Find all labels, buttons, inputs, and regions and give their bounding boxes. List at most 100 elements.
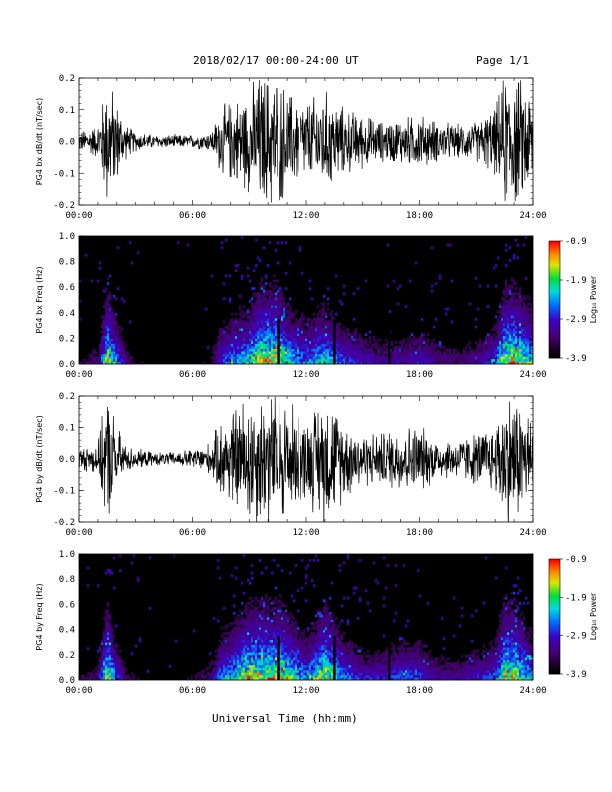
spectrogram-cell xyxy=(289,353,292,357)
spectrogram-cell xyxy=(213,662,216,666)
spectrogram-cell xyxy=(295,624,298,628)
spectrogram-cell xyxy=(495,328,498,332)
spectrogram-cell xyxy=(281,614,284,618)
spectrogram-cell xyxy=(275,649,278,653)
spectrogram-cell xyxy=(511,348,514,352)
spectrogram-cell xyxy=(265,330,268,334)
spectrogram-cell xyxy=(253,672,256,676)
spectrogram-cell xyxy=(311,642,314,646)
spectrogram-cell xyxy=(221,664,224,668)
spectrogram-cell xyxy=(323,340,326,344)
spectrogram-cell xyxy=(273,317,276,321)
spectrogram-cell xyxy=(229,348,232,352)
spectrogram-cell xyxy=(267,672,270,676)
spectrogram-cell xyxy=(223,335,226,339)
spectrogram-cell xyxy=(275,662,278,666)
spectrogram-cell xyxy=(269,647,272,651)
spectrogram-cell xyxy=(501,353,504,357)
spectrogram-cell xyxy=(95,677,98,681)
spectrogram-cell xyxy=(265,282,268,285)
spectrogram-cell xyxy=(483,351,486,355)
spectrogram-cell xyxy=(293,662,296,666)
spectrogram-cell xyxy=(275,340,278,344)
spectrogram-cell xyxy=(451,356,454,360)
spectrogram-cell xyxy=(265,300,268,303)
spectrogram-cell xyxy=(263,637,266,640)
spectrogram-cell xyxy=(313,351,316,355)
spectrogram-cell xyxy=(279,312,282,316)
spectrogram-cell xyxy=(519,358,522,362)
spectrogram-cell xyxy=(103,328,106,332)
spectrogram-cell xyxy=(269,297,272,301)
spectrogram-cell xyxy=(283,310,286,314)
spectrogram-cell xyxy=(215,343,218,347)
spectrogram-cell xyxy=(263,361,266,365)
spectrogram-cell xyxy=(269,328,272,332)
spectrogram-cell xyxy=(265,320,268,324)
spectrogram-cell xyxy=(275,657,278,661)
colorbar-segment xyxy=(549,280,560,283)
spectrogram-cell xyxy=(303,333,306,337)
spectrogram-cell xyxy=(105,325,108,329)
spectrogram-cell xyxy=(515,315,518,319)
spectrogram-cell xyxy=(109,323,112,326)
spectrogram-cell xyxy=(245,346,248,349)
spectrogram-cell xyxy=(315,343,318,347)
spectrogram-cell xyxy=(303,664,306,668)
spectrogram-cell xyxy=(531,343,534,347)
spectrogram-cell xyxy=(317,323,320,326)
spectrogram-cell xyxy=(231,340,234,344)
spectrogram-cell xyxy=(245,619,248,623)
spectrogram-cell xyxy=(281,617,284,620)
spectrogram-cell xyxy=(321,310,324,314)
spectrogram-cell xyxy=(495,343,498,347)
spectrogram-cell xyxy=(513,351,516,355)
spectrogram-cell xyxy=(105,611,108,615)
spectrogram-cell xyxy=(471,353,474,357)
spectrogram-cell xyxy=(245,310,248,314)
spectrogram-cell xyxy=(117,335,120,339)
spectrogram-cell xyxy=(257,335,260,339)
spectrogram-cell xyxy=(383,351,386,355)
spectrogram-cell xyxy=(97,664,100,668)
spectrogram-cell xyxy=(417,351,420,355)
spectrogram-cell xyxy=(349,356,352,360)
spectrogram-cell xyxy=(523,305,526,308)
spectrogram-cell xyxy=(107,604,110,608)
spectrogram-cell xyxy=(529,356,532,360)
spectrogram-cell xyxy=(285,333,288,337)
spectrogram-cell xyxy=(489,335,492,339)
spectrogram-cell xyxy=(255,361,258,365)
spectrogram-cell xyxy=(311,664,314,668)
spectrogram-cell xyxy=(303,343,306,347)
spectrogram-cell xyxy=(501,358,504,362)
spectrogram-cell xyxy=(423,351,426,355)
spectrogram-cell xyxy=(107,282,110,285)
spectrogram-cell xyxy=(99,657,102,661)
spectrogram-cell xyxy=(265,627,268,630)
spectrogram-cell xyxy=(309,642,312,646)
spectrogram-cell xyxy=(321,674,324,678)
x-tick-label: 18:00 xyxy=(406,370,433,380)
spectrogram-cell xyxy=(309,333,312,337)
spectrogram-cell xyxy=(317,652,320,656)
spectrogram-cell xyxy=(281,629,284,633)
spectrogram-cell xyxy=(133,361,136,365)
spectrogram-cell xyxy=(317,647,320,651)
spectrogram-cell xyxy=(415,343,418,347)
spectrogram-cell xyxy=(275,664,278,668)
spectrogram-cell xyxy=(211,361,214,365)
spectrogram-cell xyxy=(225,677,228,681)
spectrogram-cell xyxy=(187,677,190,681)
spectrogram-cell xyxy=(279,346,282,349)
spectrogram-cell xyxy=(113,317,116,321)
spectrogram-cell xyxy=(527,346,530,349)
spectrogram-cell xyxy=(229,353,232,357)
spectrogram-cell xyxy=(495,338,498,342)
spectrogram-cell xyxy=(285,307,288,311)
spectrogram-cell xyxy=(325,323,328,326)
spectrogram-cell xyxy=(215,361,218,365)
spectrogram-cell xyxy=(527,361,530,365)
spectrogram-cell xyxy=(283,325,286,329)
spectrogram-cell xyxy=(309,639,312,643)
